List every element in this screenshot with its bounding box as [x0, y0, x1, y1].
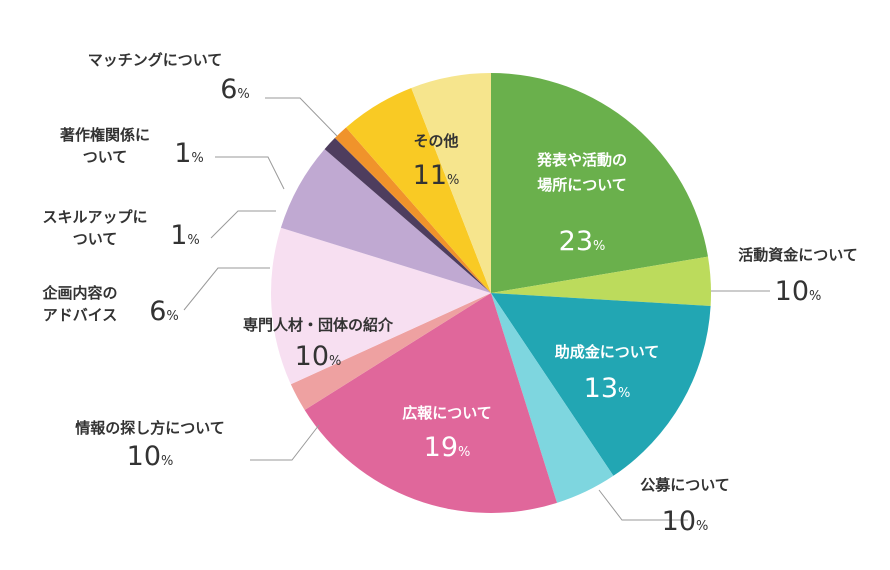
leader-line [215, 156, 285, 190]
slice-label: 専門人材・団体の紹介 [243, 316, 394, 334]
slice-percent-label: 10% [775, 276, 822, 307]
pie-slice [491, 256, 712, 306]
slice-percent-label: 10% [127, 441, 174, 472]
pie-slice [491, 73, 708, 293]
pie-slice [334, 127, 491, 294]
slice-percent-label: 10% [662, 506, 709, 537]
slice-label: スキルアップに [42, 208, 147, 226]
pie-slice [411, 73, 491, 293]
slice-label: 活動資金について [738, 246, 858, 264]
slice-label: マッチングについて [88, 51, 223, 69]
slice-label: 場所について [537, 176, 627, 194]
pie-slice [290, 293, 491, 410]
slice-label: 助成金について [555, 343, 660, 361]
slice-label: アドバイス [43, 306, 118, 324]
slice-label: 発表や活動の [536, 151, 627, 169]
leader-lines [183, 97, 770, 521]
slice-label: 情報の探し方について [75, 419, 225, 437]
pie-slice [346, 87, 491, 293]
pie-slice [304, 293, 558, 513]
pie-slice [280, 149, 491, 293]
slice-label: 著作権関係に [59, 126, 150, 144]
slice-label: 広報について [402, 404, 492, 422]
leader-line [598, 489, 688, 521]
slice-label: 企画内容の [41, 284, 117, 302]
slice-label: その他 [413, 132, 458, 150]
pie-slice [270, 227, 491, 385]
leader-line [250, 424, 320, 461]
slice-label: ついて [83, 148, 128, 166]
pie-slices [270, 73, 712, 513]
pie-slice [324, 137, 491, 293]
slice-label: 公募について [640, 476, 730, 494]
leader-line [210, 210, 276, 239]
slice-percent-label: 1% [174, 138, 204, 169]
pie-slice [491, 293, 614, 503]
slice-label: ついて [73, 230, 118, 248]
pie-slice [491, 293, 711, 476]
slice-percent-label: 6% [149, 296, 179, 327]
slice-percent-label: 1% [170, 220, 200, 251]
leader-line [183, 267, 270, 311]
slice-percent-label: 6% [220, 74, 250, 105]
leader-line [265, 97, 338, 137]
